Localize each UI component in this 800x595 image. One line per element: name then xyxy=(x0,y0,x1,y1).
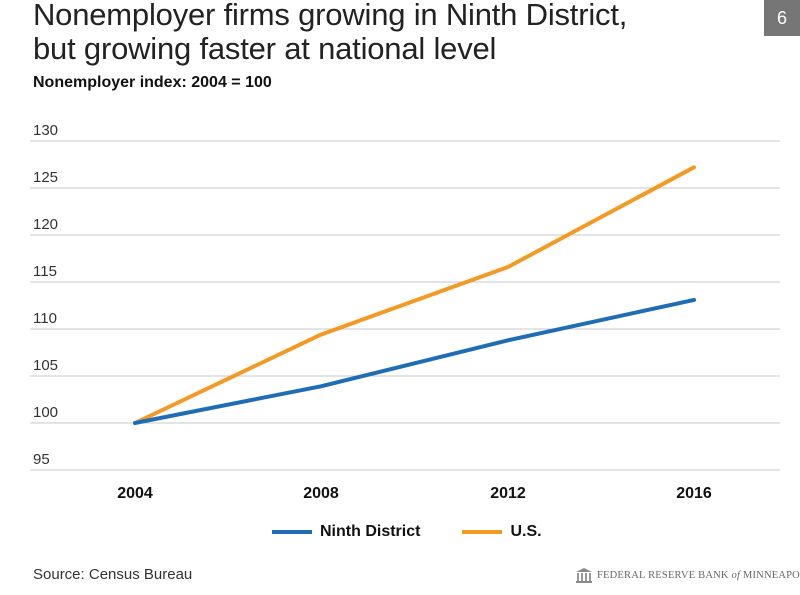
fed-minneapolis-logo: FEDERAL RESERVE BANK of MINNEAPOLIS xyxy=(575,567,800,583)
legend-label-us: U.S. xyxy=(510,523,542,540)
logo-text-prefix: FEDERAL RESERVE BANK xyxy=(597,569,729,581)
y-tick-label-105: 105 xyxy=(33,357,58,374)
chart-title-line-1: Nonemployer firms growing in Ninth Distr… xyxy=(33,0,628,32)
series-line-ninth-district xyxy=(133,297,696,425)
logo-text-of: of xyxy=(731,569,741,581)
chart-subtitle: Nonemployer index: 2004 = 100 xyxy=(33,74,272,91)
legend-item-ninth-district: Ninth District xyxy=(272,523,420,541)
y-tick-label-120: 120 xyxy=(33,216,58,233)
line-chart: 95 100 105 110 115 120 125 130 2004 2008 2012 2016 xyxy=(30,122,780,502)
legend-item-us: U.S. xyxy=(462,523,542,541)
y-tick-label-130: 130 xyxy=(33,122,58,139)
x-tick-label-2008: 2008 xyxy=(303,485,339,502)
legend-swatch-ninth-district xyxy=(272,530,312,534)
legend-label-ninth-district: Ninth District xyxy=(320,523,421,540)
logo-text-suffix: MINNEAPOLIS xyxy=(742,569,800,581)
y-tick-label-100: 100 xyxy=(33,404,58,421)
chart-legend: Ninth District U.S. xyxy=(272,523,542,541)
y-tick-label-125: 125 xyxy=(33,169,58,186)
series-line-u-s xyxy=(133,165,696,425)
bank-building-icon xyxy=(576,568,592,583)
logo-text: FEDERAL RESERVE BANK of MINNEAPOLIS xyxy=(597,570,800,581)
chart-title: Nonemployer firms growing in Ninth Distr… xyxy=(33,0,723,66)
legend-swatch-us xyxy=(462,530,503,534)
x-tick-label-2012: 2012 xyxy=(490,485,526,502)
y-tick-label-95: 95 xyxy=(33,451,50,468)
x-tick-label-2004: 2004 xyxy=(117,485,153,502)
slide-number-badge: 6 xyxy=(764,0,800,36)
source-note: Source: Census Bureau xyxy=(33,566,193,583)
chart-title-line-2: but growing faster at national level xyxy=(33,31,497,66)
y-tick-label-115: 115 xyxy=(33,263,57,280)
x-tick-label-2016: 2016 xyxy=(676,485,712,502)
y-tick-label-110: 110 xyxy=(33,310,57,327)
